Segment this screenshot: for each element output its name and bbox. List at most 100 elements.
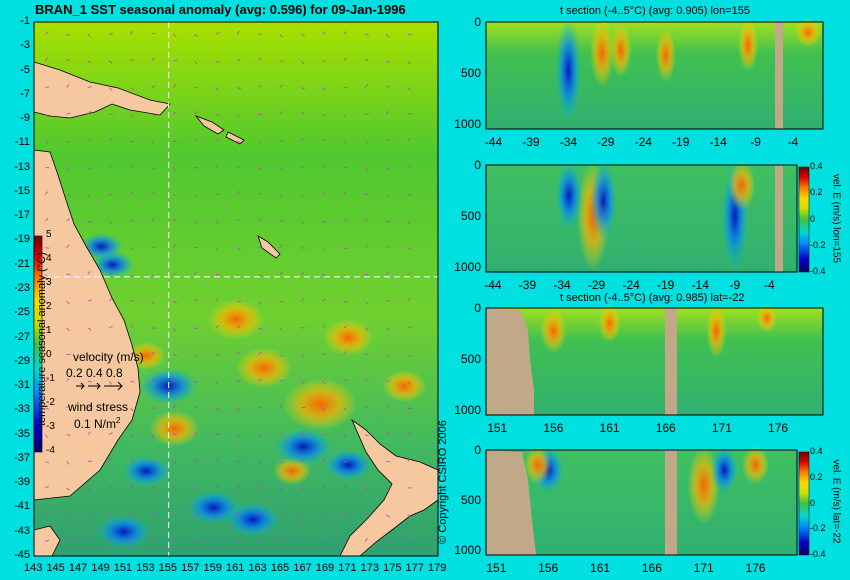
velocity-vector (215, 485, 220, 489)
velocity-vector (109, 407, 114, 410)
section-2-y-tick-500: 500 (460, 351, 481, 366)
velocity-vector (300, 514, 304, 519)
velocity-vector (194, 380, 199, 384)
velocity-vector (44, 434, 49, 439)
map-y-tick--7: -7 (20, 87, 30, 100)
velocity-vector (151, 378, 155, 382)
velocity-vector (151, 85, 156, 88)
map-x-tick-147: 147 (68, 562, 88, 574)
velocity-vector (151, 434, 155, 438)
cold-anomaly-1 (121, 455, 171, 487)
velocity-vector (364, 487, 369, 491)
section-1-x-tick--4: -4 (764, 278, 775, 292)
velocity-vector (322, 220, 327, 224)
wind-legend-scale: 0.1 N/m2 (74, 416, 121, 431)
velocity-vector (322, 247, 326, 252)
map-y-tick--17: -17 (14, 209, 30, 222)
sst-colorbar-tick--4: -4 (46, 445, 55, 456)
velocity-vector (322, 113, 326, 117)
velocity-vector (237, 300, 242, 303)
velocity-vector (87, 110, 91, 115)
velocity-vector (407, 60, 411, 65)
velocity-vector (194, 33, 198, 37)
velocity-vector (44, 57, 49, 62)
map-y-tick--35: -35 (14, 427, 30, 440)
map-y-tick--27: -27 (14, 330, 30, 343)
velocity-vector (66, 461, 70, 465)
velocity-vector (109, 193, 114, 196)
velocity-vector (194, 431, 198, 435)
velocity-vector (300, 137, 304, 142)
velocity-vector (236, 351, 241, 355)
section-0-x-tick--9: -9 (750, 135, 761, 149)
section-3-x-tick-151: 151 (486, 561, 507, 575)
section-1-x-tick--9: -9 (729, 278, 741, 292)
velocity-vector (130, 191, 134, 195)
velocity-vector (322, 164, 326, 168)
velocity-vector (236, 165, 241, 168)
velocity-vector (407, 431, 412, 435)
velocity-vector (87, 380, 92, 383)
sst-colorbar-tick-3: 3 (46, 277, 52, 288)
section-1-x-tick--14: -14 (691, 278, 709, 292)
velocity-vector (172, 33, 177, 38)
velocity-vector (215, 297, 219, 302)
velocity-vector (343, 31, 347, 35)
velocity-vector (343, 113, 347, 118)
velocity-vector (130, 380, 135, 383)
t-section-lon155-background (486, 22, 823, 129)
velocity-vector (44, 511, 49, 515)
velocity-vector (194, 298, 199, 302)
velocity-vector (279, 432, 284, 435)
velocity-vector (87, 354, 91, 358)
velocity-vector (407, 165, 412, 168)
velocity-vector (151, 140, 155, 145)
velocity-vector (386, 271, 390, 275)
section-feature-1-4 (728, 161, 756, 210)
section-feature-1-1 (589, 161, 617, 241)
section-feature-0-0 (555, 18, 582, 123)
velocity-vector (322, 87, 326, 91)
velocity-vector (258, 434, 262, 438)
map-y-tick--3: -3 (20, 39, 30, 52)
velocity-vector (364, 327, 369, 331)
velocity-vector (407, 407, 412, 410)
map-x-tick-149: 149 (91, 562, 110, 574)
section-0-x-tick--19: -19 (672, 135, 690, 149)
velocity-vector (151, 538, 156, 542)
velocity-vector (87, 271, 91, 275)
map-y-tick--5: -5 (20, 63, 30, 76)
velocity-vector (300, 111, 305, 115)
velocity-vector (364, 33, 369, 36)
map-y-tick--1: -1 (20, 15, 30, 27)
velocity-vector (236, 190, 240, 195)
section-0-x-tick--14: -14 (709, 135, 727, 149)
velocity-vector (407, 137, 411, 142)
velocity-vector (279, 460, 284, 464)
section-1-cbar-tick-0.4: 0.4 (810, 161, 823, 171)
velocity-vector (151, 246, 156, 249)
velocity-vector (236, 30, 240, 35)
velocity-vector (45, 407, 50, 410)
map-y-tick--21: -21 (14, 257, 30, 270)
velocity-vector (300, 487, 306, 490)
velocity-vector (386, 487, 390, 492)
velocity-vector (258, 300, 262, 305)
map-y-tick--45: -45 (14, 549, 30, 561)
t-section-lon155-title: t section (-4..5°C) (avg: 0.905) lon=155 (560, 5, 750, 17)
velocity-vector (215, 87, 219, 91)
velocity-vector (44, 113, 49, 118)
velocity-vector (279, 60, 284, 63)
velocity-vector (407, 112, 412, 115)
velocity-vector (130, 247, 134, 251)
velocity-vector (322, 31, 326, 35)
velocity-vector (258, 538, 262, 542)
velocity-vector (87, 245, 92, 249)
velocity-vector (172, 378, 177, 382)
velocity-vector (66, 327, 70, 331)
map-x-tick-151: 151 (113, 562, 133, 574)
velocity-vector (172, 487, 177, 492)
velocity-vector (108, 432, 113, 435)
warm-anomaly-0 (283, 378, 358, 431)
velocity-vector (130, 484, 134, 489)
